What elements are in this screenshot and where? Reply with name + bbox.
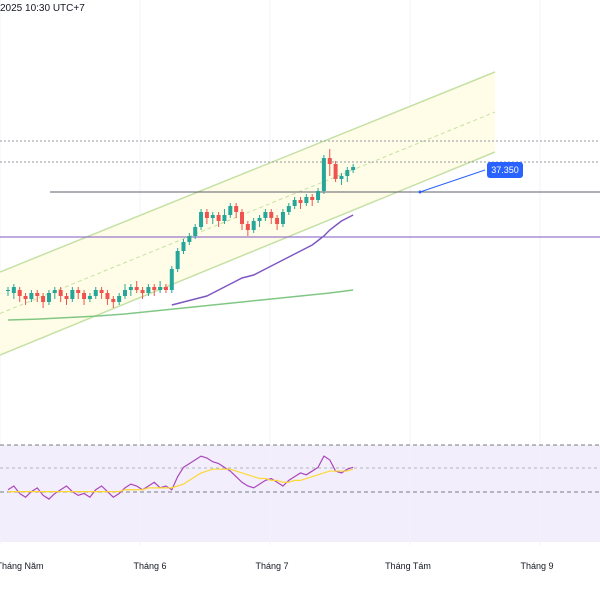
candle-down (76, 290, 81, 293)
price-label-badge[interactable]: 37.350 (487, 162, 523, 178)
candle-up (158, 287, 163, 290)
candle-up (228, 206, 233, 215)
candle-down (234, 206, 239, 212)
candle-up (345, 170, 350, 176)
candles (6, 149, 356, 308)
candle-up (46, 293, 51, 302)
candle-up (251, 221, 256, 230)
candle-up (93, 290, 98, 296)
channel-fill (0, 72, 495, 355)
candle-up (146, 287, 151, 293)
candle-up (123, 290, 127, 296)
channel-upper-line (0, 71, 496, 273)
candle-up (29, 293, 34, 299)
price-badge-anchor (418, 190, 422, 194)
ma-short-line (171, 214, 354, 306)
candle-down (41, 296, 46, 302)
candle-up (292, 200, 297, 206)
candle-up (52, 290, 57, 293)
candle-down (204, 212, 209, 218)
candle-down (35, 293, 40, 296)
channel-mid-line (0, 111, 496, 314)
candle-down (216, 215, 221, 221)
candle-up (6, 290, 10, 291)
candle-up (222, 215, 227, 221)
candle-up (199, 212, 204, 227)
candle-up (339, 176, 344, 179)
candle-down (140, 290, 145, 293)
candle-down (17, 290, 22, 296)
channel-lower-line (0, 151, 496, 356)
candle-down (245, 224, 250, 230)
x-axis-tick-label: Tháng Năm (0, 561, 44, 571)
candle-down (240, 212, 244, 224)
rsi-indicator (0, 444, 600, 500)
moving-averages (7, 214, 354, 321)
candle-down (310, 197, 315, 200)
candle-down (163, 287, 168, 290)
trend-channel[interactable] (0, 71, 496, 356)
candle-up (193, 227, 198, 236)
candle-up (321, 158, 326, 191)
candle-up (175, 251, 180, 269)
candle-up (87, 296, 92, 299)
candle-down (134, 287, 139, 290)
candle-down (333, 164, 338, 179)
candle-down (111, 299, 116, 302)
candle-up (304, 197, 309, 203)
candle-down (58, 290, 63, 296)
rsi-line (7, 455, 354, 500)
candle-up (280, 212, 285, 224)
candle-down (275, 218, 280, 224)
candle-down (82, 293, 87, 299)
chart-header-timestamp: 2025 10:30 UTC+7 (0, 3, 85, 14)
candle-down (64, 296, 69, 299)
x-axis-tick-label: Tháng Tám (385, 561, 431, 571)
x-axis-tick-label: Tháng 6 (133, 561, 166, 571)
candle-up (257, 218, 262, 221)
price-badge-pointer (419, 169, 486, 193)
candle-down (327, 158, 332, 164)
rsi-panel-background (0, 445, 600, 542)
candle-up (117, 296, 122, 302)
candle-down (269, 212, 274, 218)
candle-up (286, 206, 291, 212)
candle-up (316, 191, 321, 200)
candle-down (152, 287, 157, 290)
ma-long-line (7, 289, 354, 321)
candle-down (23, 296, 28, 299)
candle-up (187, 236, 192, 242)
candle-up (210, 215, 215, 218)
candle-down (298, 200, 303, 203)
candle-up (263, 212, 268, 218)
x-axis: Tháng Năm Tháng 6 Tháng 7 Tháng Tám Tháng 9 (0, 561, 554, 571)
candle-down (105, 293, 110, 299)
candle-up (70, 290, 75, 299)
candle-up (128, 287, 133, 290)
x-axis-tick-label: Tháng 9 (520, 561, 553, 571)
candle-up (169, 269, 174, 290)
candle-down (99, 290, 104, 293)
x-axis-tick-label: Tháng 7 (255, 561, 288, 571)
rsi-ma-line (8, 468, 354, 493)
candle-up (351, 167, 356, 170)
candle-up (11, 287, 16, 293)
candle-up (181, 242, 186, 251)
